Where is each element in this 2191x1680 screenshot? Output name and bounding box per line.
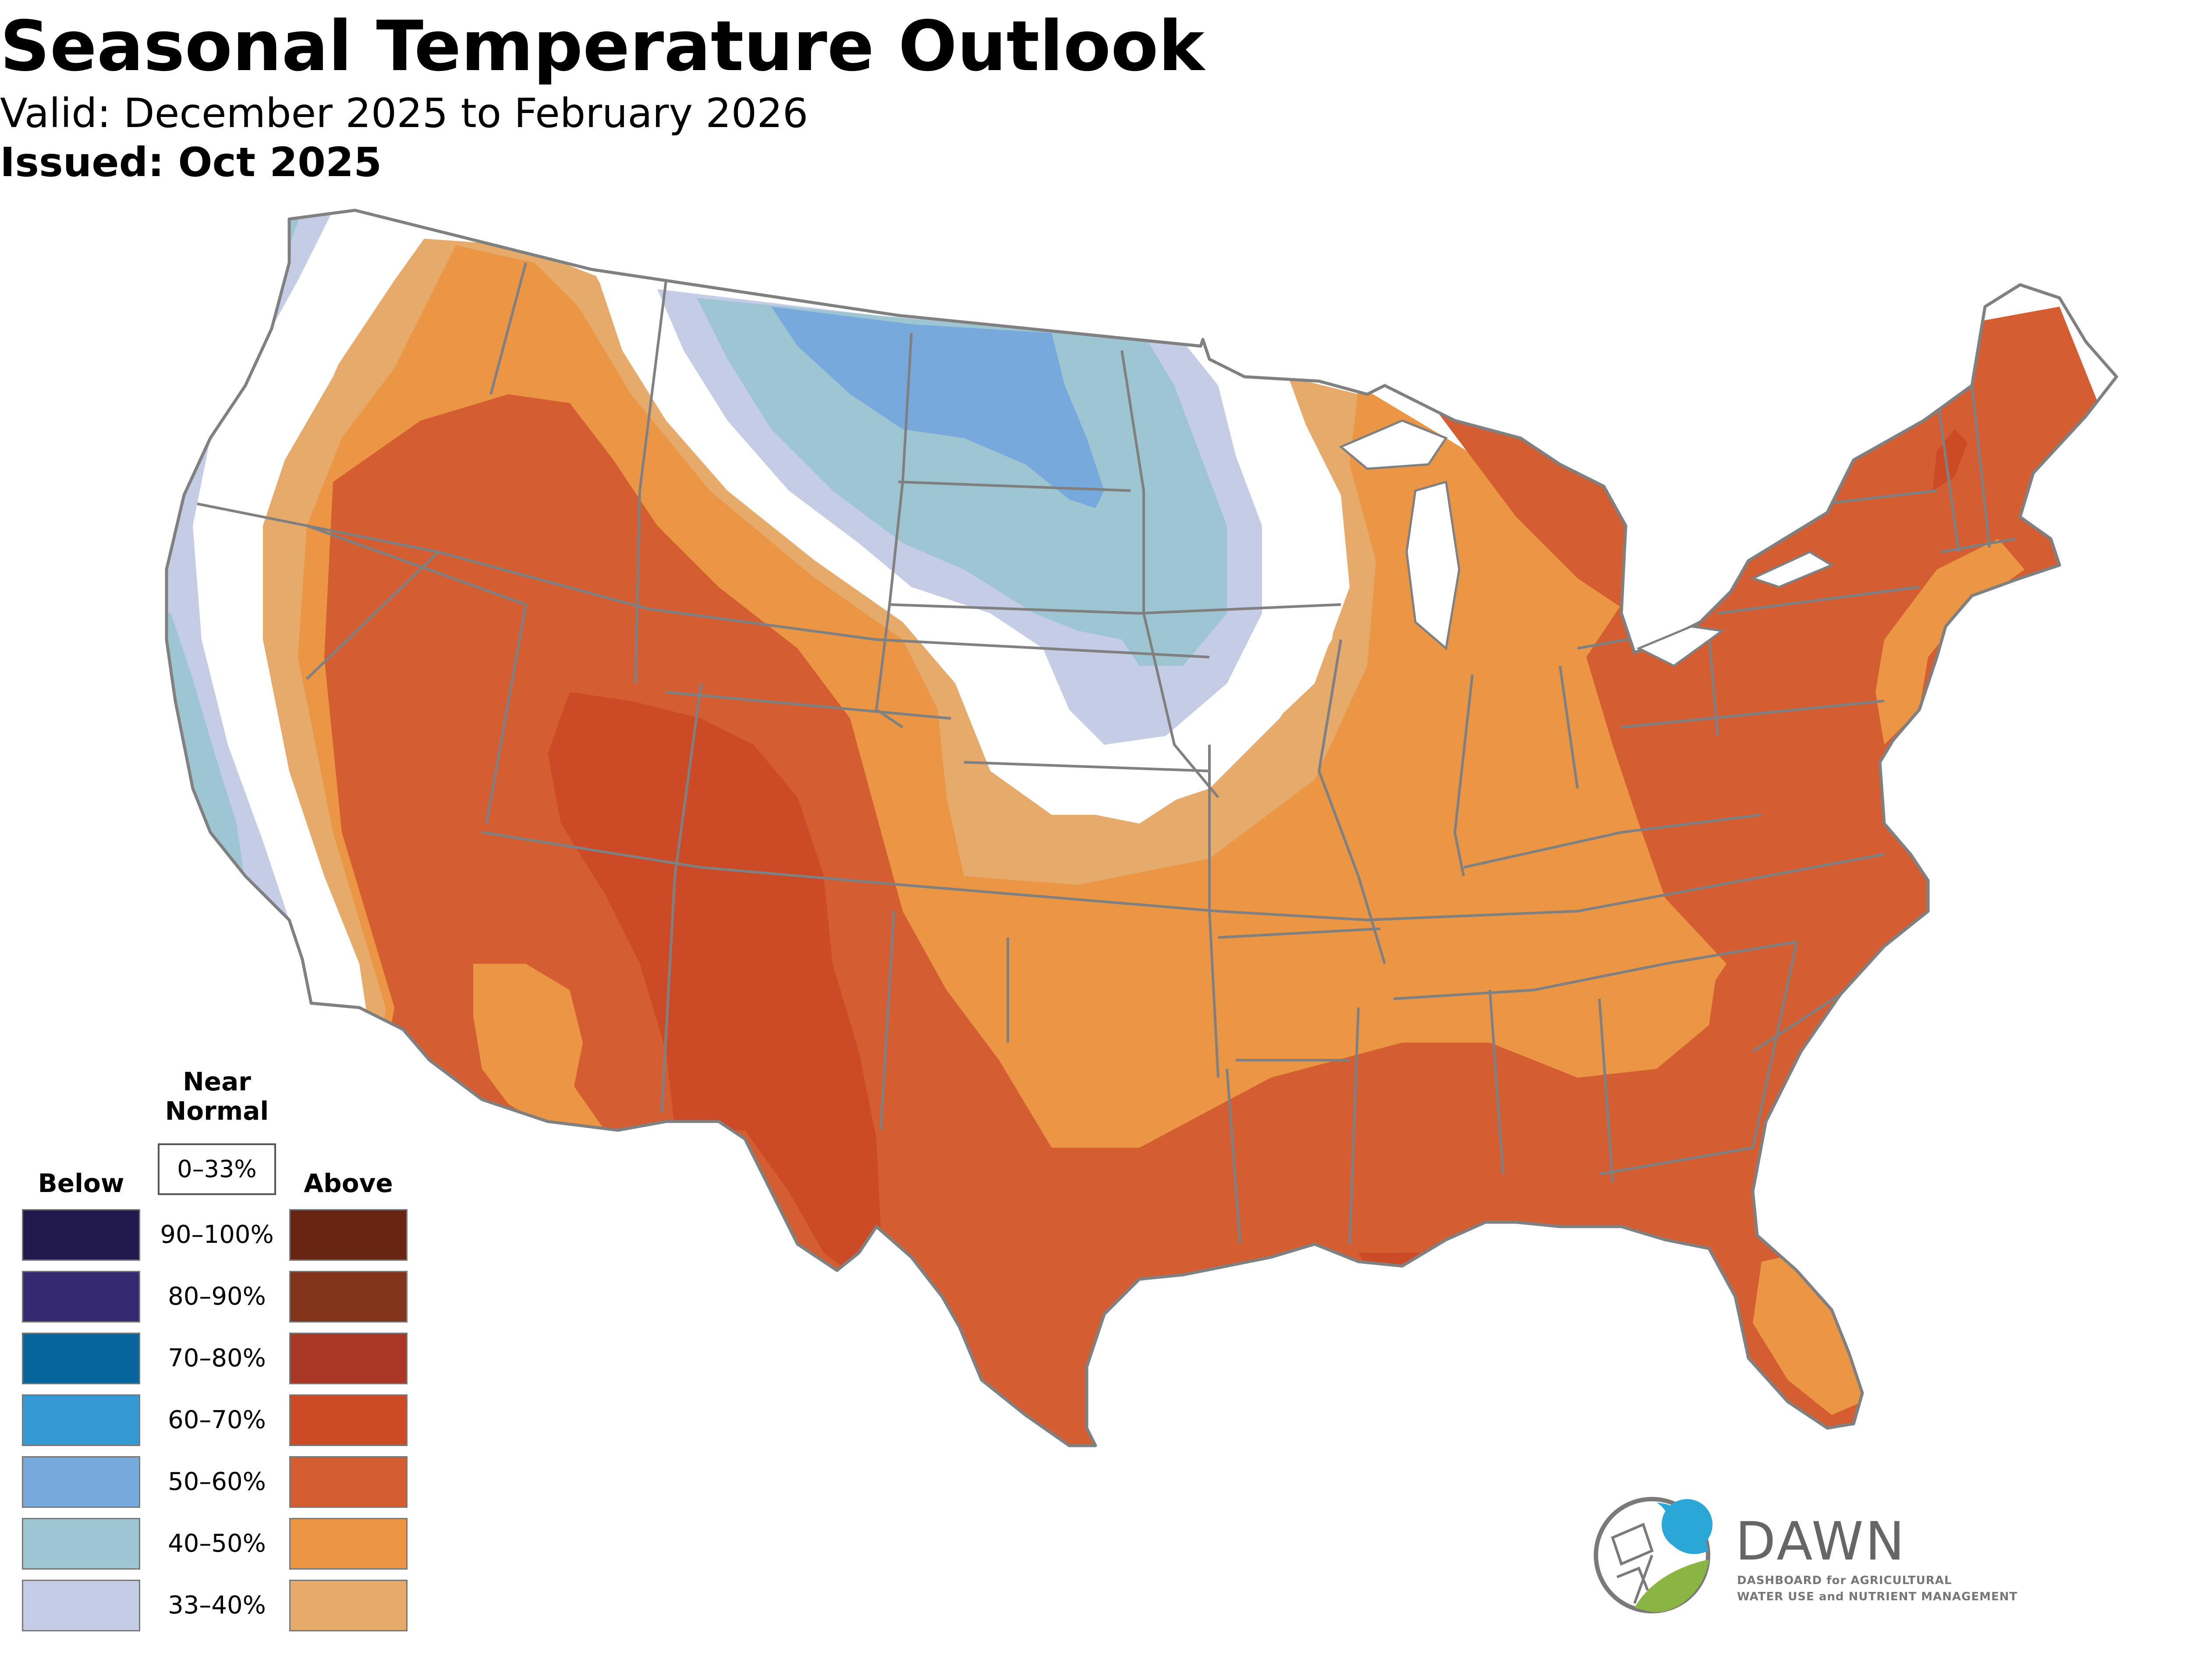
legend-below-swatch xyxy=(22,1394,140,1446)
legend-below-swatch xyxy=(22,1456,140,1508)
above-60-70-vermont xyxy=(1932,429,1968,491)
legend-above-swatch xyxy=(289,1580,408,1631)
legend-above-heading: Above xyxy=(304,1168,393,1198)
legend-near-normal-heading: Near Normal xyxy=(165,1067,269,1126)
legend-below-swatch xyxy=(22,1271,140,1323)
legend-above-swatch xyxy=(289,1456,408,1508)
issued-date: Issued: Oct 2025 xyxy=(0,139,382,186)
state-borders xyxy=(197,262,2016,1245)
legend-range-label: 80–90% xyxy=(168,1282,266,1311)
legend-above-swatch xyxy=(289,1518,408,1570)
dawn-logo-tagline-1: DASHBOARD for AGRICULTURAL xyxy=(1737,1574,1952,1587)
above-60-70-southwest xyxy=(548,692,881,1279)
above-40-50-south-central xyxy=(903,850,1718,1148)
legend-range-label: 33–40% xyxy=(168,1591,266,1620)
legend-above-swatch xyxy=(289,1271,408,1323)
map-title: Seasonal Temperature Outlook xyxy=(0,6,1205,87)
dawn-logo-icon xyxy=(1594,1497,1712,1613)
legend-near-normal-range: 0–33% xyxy=(158,1143,276,1195)
legend-below-swatch xyxy=(22,1333,140,1384)
legend-range-label: 60–70% xyxy=(168,1406,266,1434)
legend-below-swatch xyxy=(22,1209,140,1261)
dawn-logo-name: DAWN xyxy=(1735,1511,1907,1572)
legend-above-swatch xyxy=(289,1333,408,1384)
dawn-logo: DAWN DASHBOARD for AGRICULTURAL WATER US… xyxy=(1586,1489,2068,1621)
legend-below-swatch xyxy=(22,1580,140,1631)
above-40-50-florida xyxy=(1753,1253,1862,1415)
legend-above-swatch xyxy=(289,1394,408,1446)
probability-bands xyxy=(167,210,2117,1446)
legend-range-label: 70–80% xyxy=(168,1344,266,1372)
legend-below-heading: Below xyxy=(38,1168,124,1198)
below-40-50-north-central xyxy=(697,298,1227,666)
great-lakes xyxy=(1339,419,1834,667)
legend-above-swatch xyxy=(289,1209,408,1261)
below-50-60-north-dakota xyxy=(771,307,1104,508)
below-40-50-california xyxy=(167,613,245,885)
legend-range-label: 50–60% xyxy=(168,1468,266,1496)
above-40-50-arizona xyxy=(473,964,605,1130)
legend-range-label: 90–100% xyxy=(160,1220,274,1249)
above-60-70-louisiana xyxy=(1358,1253,1455,1292)
dawn-logo-tagline-2: WATER USE and NUTRIENT MANAGEMENT xyxy=(1737,1590,2018,1603)
legend-range-label: 40–50% xyxy=(168,1529,266,1558)
valid-period: Valid: December 2025 to February 2026 xyxy=(0,90,808,137)
legend-below-swatch xyxy=(22,1518,140,1570)
